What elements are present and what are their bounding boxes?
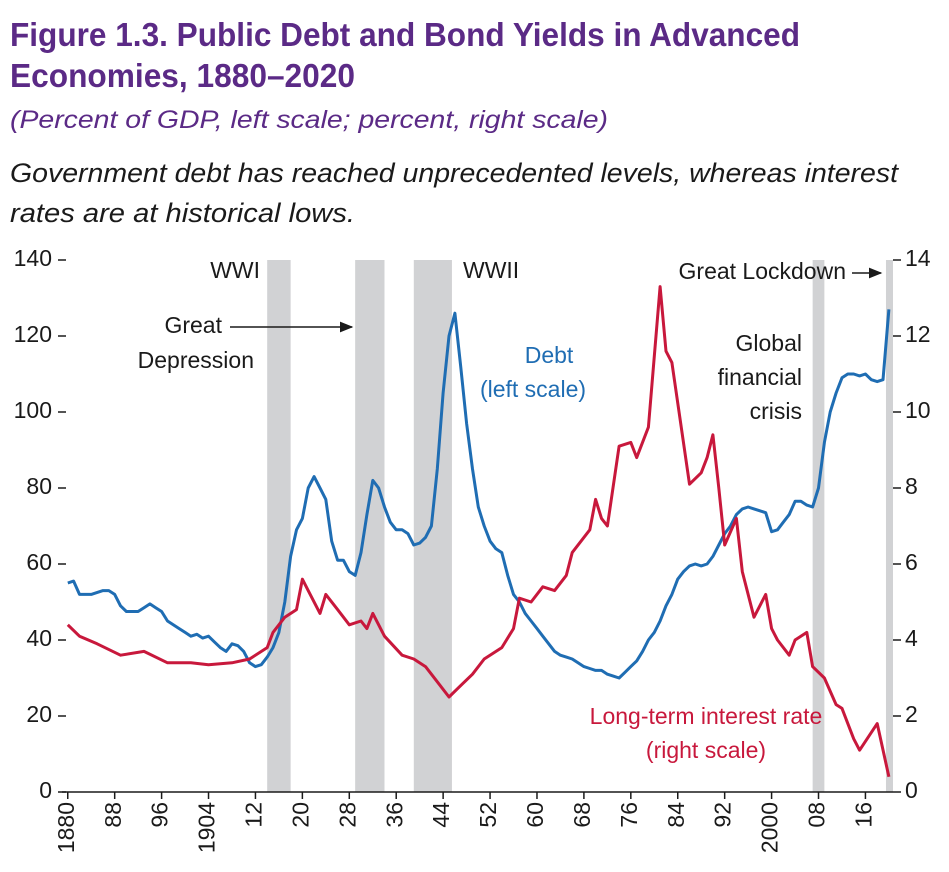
chart-title: Figure 1.3. Public Debt and Bond Yields … [10,16,800,53]
series-scale-label: (right scale) [646,737,766,763]
period-label: WWII [463,257,519,283]
x-tick-label: 1880 [53,802,79,853]
y2-tick-label: 2 [905,701,918,727]
period-label: Global [736,330,802,356]
y-tick-label: 20 [26,701,52,727]
y2-tick-label: 8 [905,473,918,499]
shaded-period [812,260,825,792]
x-tick-label: 84 [663,802,689,828]
period-label: Depression [138,347,254,373]
x-tick-label: 28 [334,802,360,828]
x-tick-label: 88 [100,802,126,828]
shaded-period [885,260,893,792]
shaded-period [267,260,291,792]
y2-tick-label: 12 [905,321,931,347]
x-tick-label: 20 [287,802,313,828]
x-tick-label: 1904 [194,802,220,853]
x-tick-label: 44 [428,802,454,828]
y-tick-label: 40 [26,625,52,651]
series-label: Debt [525,342,574,368]
series-scale-label: (left scale) [480,376,586,402]
chart-title: Economies, 1880–2020 [10,57,355,94]
period-label: Great [164,312,222,338]
x-tick-label: 96 [147,802,173,828]
series-label: Long-term interest rate [590,703,823,729]
period-label: financial [718,364,802,390]
y-tick-label: 0 [39,777,52,803]
y2-tick-label: 0 [905,777,918,803]
x-tick-label: 92 [710,802,736,828]
x-tick-label: 2000 [757,802,783,853]
x-tick-label: 16 [851,802,877,828]
period-label: WWI [210,257,260,283]
x-tick-label: 68 [569,802,595,828]
chart-subtitle: (Percent of GDP, left scale; percent, ri… [10,106,608,134]
y-tick-label: 60 [26,549,52,575]
shaded-period [355,260,385,792]
plot-area [66,260,893,792]
y-tick-label: 120 [14,321,52,347]
chart-lead: Government debt has reached unprecedente… [10,158,900,188]
x-tick-label: 52 [475,802,501,828]
series-line [66,285,891,778]
series-line [67,309,891,680]
x-tick-label: 12 [241,802,267,828]
y2-tick-label: 14 [905,245,931,271]
y2-tick-label: 10 [905,397,931,423]
y-tick-label: 100 [14,397,52,423]
x-tick-label: 08 [804,802,830,828]
y2-tick-label: 4 [905,625,918,651]
y-tick-label: 80 [26,473,52,499]
y-tick-label: 140 [14,245,52,271]
x-tick-label: 36 [381,802,407,828]
x-tick-label: 60 [522,802,548,828]
x-tick-label: 76 [616,802,642,828]
period-label: Great Lockdown [679,258,846,284]
y2-tick-label: 6 [905,549,918,575]
chart-lead: rates are at historical lows. [10,198,355,228]
period-label: crisis [750,398,802,424]
